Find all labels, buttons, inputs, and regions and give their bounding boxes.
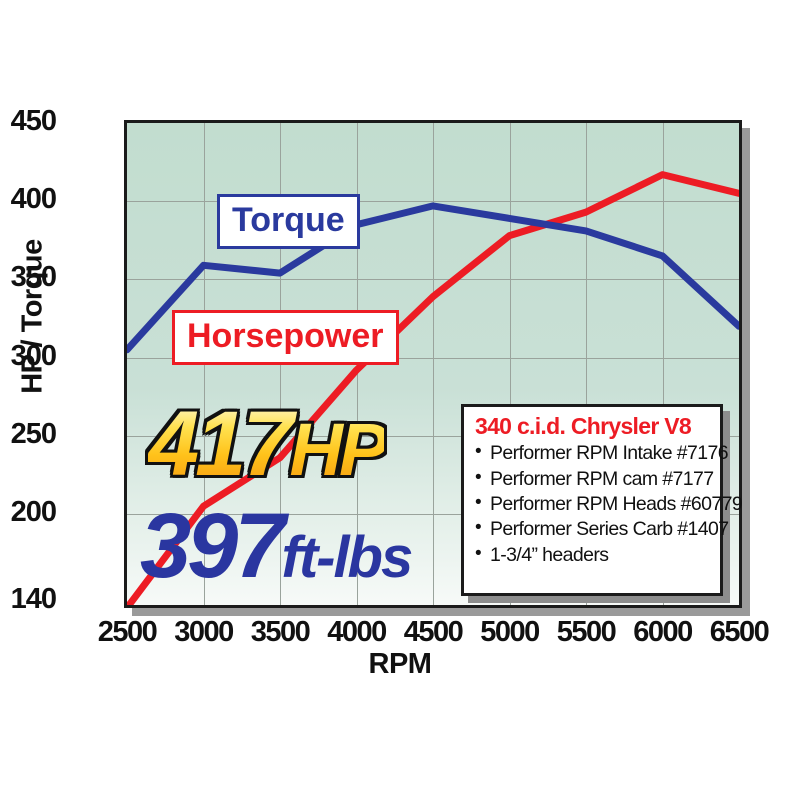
x-axis-tick: 3500 [250, 616, 311, 648]
spec-box-title: 340 c.i.d. Chrysler V8 [475, 413, 692, 439]
horsepower-curve [127, 171, 739, 605]
y-axis-tick: 350 [10, 261, 57, 294]
gridline-vertical [586, 123, 587, 605]
x-axis-tick: 2500 [97, 616, 158, 648]
gridline-vertical [509, 123, 511, 605]
y-axis-tick: 400 [10, 183, 57, 216]
x-axis-tick: 6500 [709, 616, 770, 648]
x-axis-tick: 3000 [174, 616, 234, 648]
y-axis-tick: 250 [10, 417, 57, 450]
x-axis-tick: 4000 [327, 616, 387, 648]
x-axis-tick: 5000 [480, 616, 540, 648]
y-axis-tick: 200 [10, 496, 57, 528]
spec-list-item: Performer RPM Heads #60779 [475, 491, 743, 517]
torque-curve [127, 202, 739, 354]
y-axis-tick: 450 [10, 105, 57, 137]
spec-list-item: Performer RPM cam #7177 [475, 466, 714, 492]
x-axis-tick: 6000 [633, 616, 693, 648]
spec-list-item: Performer RPM Intake #7176 [475, 440, 729, 466]
gridline-vertical [739, 123, 740, 605]
spec-list: Performer RPM Intake #7176Performer RPM … [475, 440, 743, 568]
curve-layer [127, 171, 739, 605]
gridline-vertical [662, 123, 664, 605]
y-axis-tick: 140 [10, 583, 57, 615]
spec-list-item: Performer Series Carb #1407 [475, 516, 729, 542]
x-axis-tick: 4500 [403, 616, 464, 648]
horsepower-series-label: Horsepower [172, 310, 399, 365]
y-axis-title: HP / Torque [16, 239, 49, 394]
torque-series-label: Torque [217, 194, 360, 249]
y-axis-tick: 300 [10, 339, 57, 372]
spec-list-item: 1-3/4” headers [475, 542, 711, 568]
gridline-vertical [433, 123, 434, 605]
x-axis-tick: 5500 [556, 616, 617, 648]
spec-box: 340 c.i.d. Chrysler V8 Performer RPM Int… [461, 404, 743, 596]
x-axis-title: RPM [368, 648, 432, 680]
